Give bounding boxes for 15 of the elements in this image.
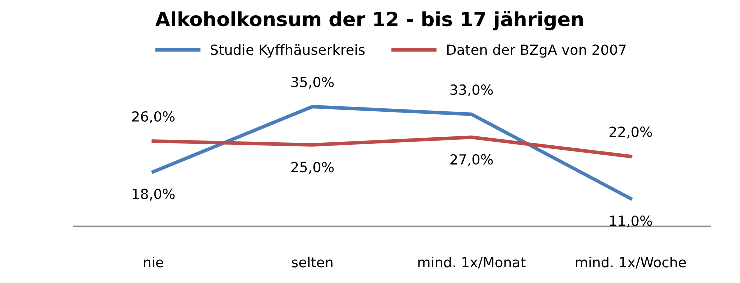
data-label: 33,0% xyxy=(450,84,494,97)
x-tick-label: nie xyxy=(144,256,164,268)
chart-title: Alkoholkonsum der 12 - bis 17 jährigen xyxy=(156,11,584,31)
x-tick-label: mind. 1x/Woche xyxy=(576,256,686,269)
data-label: 35,0% xyxy=(292,76,334,89)
data-label: 27,0% xyxy=(450,154,494,166)
legend-label: Daten der BZgA von 2007 xyxy=(447,44,626,58)
legend-label: Studie Kyffhäuserkreis xyxy=(211,44,365,58)
data-label: 11,0% xyxy=(610,216,652,228)
x-tick-label: selten xyxy=(292,256,333,268)
x-tick-label: mind. 1x/Monat xyxy=(418,256,526,269)
data-label: 18,0% xyxy=(133,188,175,201)
data-label: 25,0% xyxy=(292,162,334,174)
data-label: 22,0% xyxy=(610,126,652,139)
data-label: 26,0% xyxy=(132,111,175,124)
